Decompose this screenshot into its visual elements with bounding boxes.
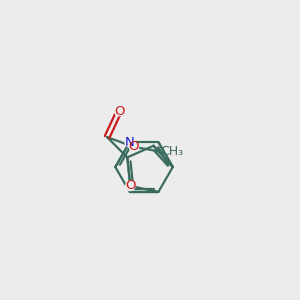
Text: CH₃: CH₃ — [160, 145, 184, 158]
Text: O: O — [114, 105, 124, 118]
Circle shape — [129, 142, 139, 152]
Circle shape — [126, 181, 135, 190]
Text: O: O — [129, 140, 139, 153]
Text: O: O — [125, 179, 136, 193]
Circle shape — [125, 138, 134, 147]
Circle shape — [115, 106, 124, 116]
Text: N: N — [125, 136, 135, 149]
